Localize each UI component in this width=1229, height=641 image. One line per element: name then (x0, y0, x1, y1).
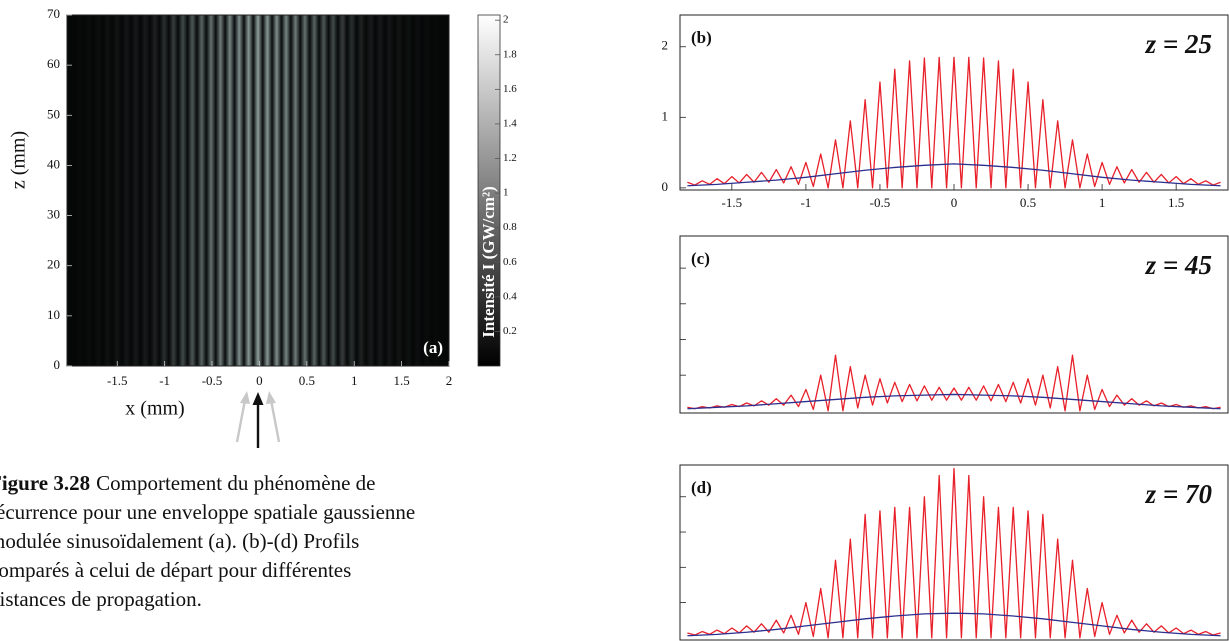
y-tick-label: 40 (47, 156, 60, 171)
caption-text: Comportement du phénomène de (96, 471, 375, 495)
arrows (235, 391, 281, 448)
colorbar-label: Intensité I (GW/cm²) (479, 186, 498, 337)
y-axis-label: z (mm) (8, 131, 30, 189)
caption-label: Figure 3.28 (0, 471, 90, 495)
y-tick-label: 20 (47, 257, 60, 272)
panel-label: (b) (691, 28, 712, 47)
y-tick-label: 70 (47, 6, 60, 21)
colorbar-tick-label: 0.8 (503, 221, 517, 233)
colorbar-tick-label: 2 (503, 14, 509, 26)
caption-line: distances de propagation. (0, 587, 202, 611)
plot-frame (679, 14, 1229, 191)
profile-line (687, 354, 1221, 412)
annotation: z = 70 (1145, 479, 1213, 509)
x-tick-label: 1 (351, 373, 358, 388)
y-tick-label: 0 (662, 179, 669, 194)
colorbar (477, 14, 501, 367)
x-tick-label: 0 (256, 373, 263, 388)
colorbar-tick-label: 1.2 (503, 152, 517, 164)
panel-label: (d) (691, 478, 712, 497)
profile-line (687, 163, 1221, 187)
caption-line: modulée sinusoïdalement (a). (b)-(d) Pro… (0, 529, 359, 553)
x-tick-label: -0.5 (870, 195, 891, 210)
profile-line (687, 467, 1221, 639)
heatmap-image (67, 15, 449, 366)
profile-line (687, 56, 1221, 189)
profile-line (687, 612, 1221, 637)
x-tick-label: -1.5 (722, 195, 743, 210)
colorbar-tick-label: 0.2 (503, 325, 517, 337)
x-tick-label: -1 (159, 373, 170, 388)
y-tick-label: 60 (47, 56, 60, 71)
plot-frame (679, 464, 1229, 641)
x-tick-label: 1.5 (1168, 195, 1184, 210)
y-tick-label: 50 (47, 106, 60, 121)
x-tick-label: -1.5 (107, 373, 128, 388)
x-axis-label: x (mm) (125, 398, 184, 420)
x-tick-label: -0.5 (202, 373, 223, 388)
colorbar-tick-label: 1.6 (503, 83, 517, 95)
y-tick-label: 1 (662, 108, 669, 123)
colorbar-tick-label: 1 (503, 187, 509, 199)
x-tick-label: 1.5 (393, 373, 409, 388)
profile-line (687, 393, 1221, 410)
x-tick-label: -1 (800, 195, 811, 210)
y-tick-label: 10 (47, 307, 60, 322)
plot-frame (679, 235, 1229, 414)
colorbar-tick-label: 0.6 (503, 256, 517, 268)
caption-line: comparés à celui de départ pour différen… (0, 558, 351, 582)
panel-label: (a) (423, 338, 443, 357)
y-tick-label: 2 (662, 38, 669, 53)
x-tick-label: 0 (951, 195, 958, 210)
x-tick-label: 0.5 (299, 373, 315, 388)
x-tick-label: 1 (1099, 195, 1106, 210)
annotation: z = 25 (1145, 29, 1212, 59)
annotation: z = 45 (1145, 250, 1212, 280)
x-tick-label: 2 (446, 373, 453, 388)
x-tick-label: 0.5 (1020, 195, 1036, 210)
colorbar-tick-label: 1.4 (503, 117, 517, 129)
colorbar-tick-label: 1.8 (503, 48, 517, 60)
y-tick-label: 0 (54, 357, 61, 372)
plot-frame (66, 14, 450, 367)
panel-label: (c) (691, 249, 710, 268)
caption-line: récurrence pour une enveloppe spatiale g… (0, 500, 415, 524)
y-tick-label: 30 (47, 207, 60, 222)
colorbar-tick-label: 0.4 (503, 290, 517, 302)
